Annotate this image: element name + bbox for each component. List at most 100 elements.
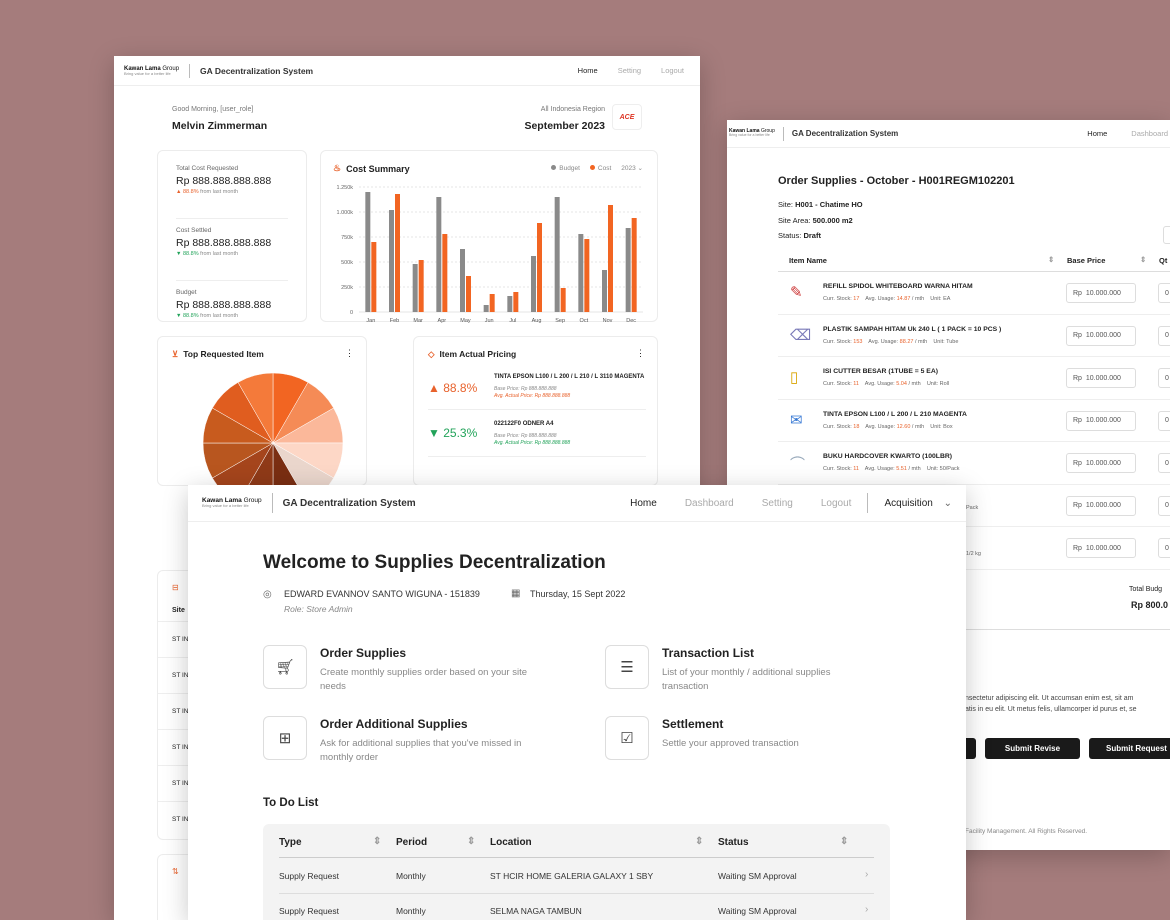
- submit-request-button[interactable]: Submit Request: [1089, 738, 1170, 759]
- bar-budget[interactable]: [412, 264, 418, 312]
- user-name: Melvin Zimmerman: [172, 120, 268, 132]
- qty-input[interactable]: 0: [1158, 325, 1170, 346]
- sort-icon[interactable]: ⇕: [695, 836, 704, 847]
- menu-tile[interactable]: ☰ Transaction List List of your monthly …: [605, 645, 905, 695]
- actual-price: Avg. Actual Price: Rp 888.888.888: [494, 440, 571, 446]
- nav-home[interactable]: Home: [630, 497, 657, 509]
- more-icon[interactable]: ⋮: [636, 348, 645, 358]
- bar-budget[interactable]: [554, 197, 560, 312]
- base-price-input[interactable]: Rp 10.000.000: [1066, 368, 1136, 388]
- user-role: Role: Store Admin: [284, 604, 353, 614]
- chevron-right-icon[interactable]: ›: [865, 904, 869, 915]
- y-tick-label: 0: [350, 310, 353, 316]
- bar-budget[interactable]: [389, 210, 394, 312]
- nav-logout[interactable]: Logout: [820, 497, 852, 509]
- bar-budget[interactable]: [625, 228, 631, 312]
- pricing-item[interactable]: ▲ 88.8% TINTA EPSON L100 / L 200 / L 210…: [428, 373, 646, 410]
- chart-icon: ♨: [333, 163, 342, 173]
- nav-setting[interactable]: Setting: [617, 66, 642, 75]
- stat-block: Budget Rp 888.888.888.888 ▼ 88.8% from l…: [176, 289, 288, 339]
- footer-text: Facility Management. All Rights Reserved…: [965, 828, 1088, 835]
- chevron-right-icon[interactable]: ›: [865, 869, 869, 880]
- base-price-input[interactable]: Rp 10.000.000: [1066, 410, 1136, 431]
- bar-cost[interactable]: [537, 223, 542, 312]
- acquisition-dropdown[interactable]: Acquisition ⌄: [884, 497, 952, 509]
- nav-dashboard[interactable]: Dashboard: [684, 497, 734, 509]
- pricing-change: ▲ 88.8%: [428, 381, 478, 395]
- bar-cost[interactable]: [631, 218, 637, 312]
- pricing-item[interactable]: ▼ 25.3% 022122F0 ODNER A4 Base Price: Rp…: [428, 420, 646, 457]
- sort-icon[interactable]: ⇕: [1140, 255, 1147, 264]
- bar-cost[interactable]: [466, 276, 471, 312]
- base-price-input[interactable]: Rp 10.000.000: [1066, 325, 1136, 346]
- nav-dashboard[interactable]: Dashboard: [1131, 129, 1168, 138]
- bar-cost[interactable]: [608, 205, 613, 312]
- order-row: ✎ REFILL SPIDOL WHITEBOARD WARNA HITAM C…: [778, 272, 1170, 315]
- bar-cost[interactable]: [442, 234, 448, 312]
- stat-change: ▲ 88.8% from last month: [176, 189, 239, 195]
- bar-budget[interactable]: [483, 305, 489, 312]
- menu-tile[interactable]: ☑ Settlement Settle your approved transa…: [605, 716, 905, 766]
- bar-budget[interactable]: [460, 249, 465, 312]
- bar-budget[interactable]: [436, 197, 442, 312]
- top-requested-title: Top Requested Item: [183, 349, 264, 359]
- nav-home[interactable]: Home: [1087, 129, 1108, 138]
- base-price-input[interactable]: Rp 10.000.000: [1066, 538, 1136, 558]
- base-price-input[interactable]: Rp 10.000.000: [1066, 453, 1136, 473]
- welcome-window: Kawan Lama Group Bring value for a better…: [188, 485, 966, 920]
- qty-input[interactable]: 0: [1158, 538, 1170, 558]
- bar-budget[interactable]: [365, 192, 371, 312]
- nav-home[interactable]: Home: [577, 66, 598, 75]
- bar-cost[interactable]: [418, 260, 424, 312]
- app-title: GA Decentralization System: [791, 129, 899, 138]
- sort-icon: ⇅: [172, 867, 179, 876]
- x-tick-label: Dec: [626, 318, 636, 324]
- sort-icon[interactable]: ⇕: [1048, 255, 1055, 264]
- more-icon[interactable]: ⋮: [345, 348, 354, 358]
- sort-icon[interactable]: ⇕: [373, 836, 382, 847]
- menu-tile[interactable]: 🛒︎ Order Supplies Create monthly supplie…: [263, 645, 563, 695]
- bar-budget[interactable]: [602, 270, 607, 312]
- table-row[interactable]: Supply Request Monthly SELMA NAGA TAMBUN…: [279, 894, 874, 920]
- qty-input[interactable]: 0: [1158, 283, 1170, 303]
- menu-desc: Create monthly supplies order based on y…: [320, 667, 528, 692]
- top-nav: Kawan Lama Group Bring value for a better…: [114, 56, 700, 86]
- y-tick-label: 250k: [341, 285, 353, 291]
- qty-input[interactable]: 0: [1158, 368, 1170, 388]
- cost-summary-title: Cost Summary: [346, 163, 410, 174]
- stat-change: ▼ 88.8% from last month: [176, 313, 239, 319]
- base-price-input[interactable]: Rp 10.000.000: [1066, 283, 1136, 303]
- action-button[interactable]: [1163, 226, 1170, 244]
- user-icon: ◎: [263, 589, 272, 600]
- order-title: Order Supplies - October - H001REGM10220…: [778, 175, 1015, 187]
- base-price-input[interactable]: Rp 10.000.000: [1066, 495, 1136, 516]
- table-row[interactable]: Supply Request Monthly ST HCIR HOME GALE…: [279, 859, 874, 894]
- qty-input[interactable]: 0: [1158, 495, 1170, 516]
- sort-icon[interactable]: ⇕: [840, 836, 849, 847]
- nav-logout[interactable]: Logout: [661, 66, 684, 75]
- bar-cost[interactable]: [584, 239, 590, 312]
- order-row: ▯ ISI CUTTER BESAR (1TUBE = 5 EA) Curr. …: [778, 357, 1170, 400]
- bar-cost[interactable]: [371, 242, 377, 312]
- chevron-down-icon: ⌄: [637, 165, 643, 172]
- pie-slice[interactable]: [237, 372, 274, 444]
- base-price: Base Price: Rp 888.888.888: [494, 433, 557, 439]
- submit-revise-button[interactable]: Submit Revise: [985, 738, 1080, 759]
- menu-tile[interactable]: ⊞ Order Additional Supplies Ask for addi…: [263, 716, 563, 766]
- x-tick-label: Nov: [603, 318, 613, 324]
- sort-icon[interactable]: ⇕: [467, 836, 476, 847]
- stat-value: Rp 888.888.888.888: [176, 175, 272, 187]
- x-tick-label: Feb: [390, 318, 399, 324]
- year-select[interactable]: 2023 ⌄: [621, 165, 643, 172]
- bar-budget[interactable]: [507, 296, 513, 312]
- bar-cost[interactable]: [513, 292, 519, 312]
- bar-cost[interactable]: [489, 294, 495, 312]
- item-meta: Curr. Stock: 153 Avg. Usage: 88.27 / mth…: [823, 338, 959, 345]
- bar-cost[interactable]: [395, 194, 400, 312]
- nav-setting[interactable]: Setting: [761, 497, 793, 509]
- qty-input[interactable]: 0: [1158, 410, 1170, 431]
- bar-budget[interactable]: [531, 256, 536, 312]
- bar-cost[interactable]: [560, 288, 566, 312]
- qty-input[interactable]: 0: [1158, 453, 1170, 473]
- bar-budget[interactable]: [578, 234, 584, 312]
